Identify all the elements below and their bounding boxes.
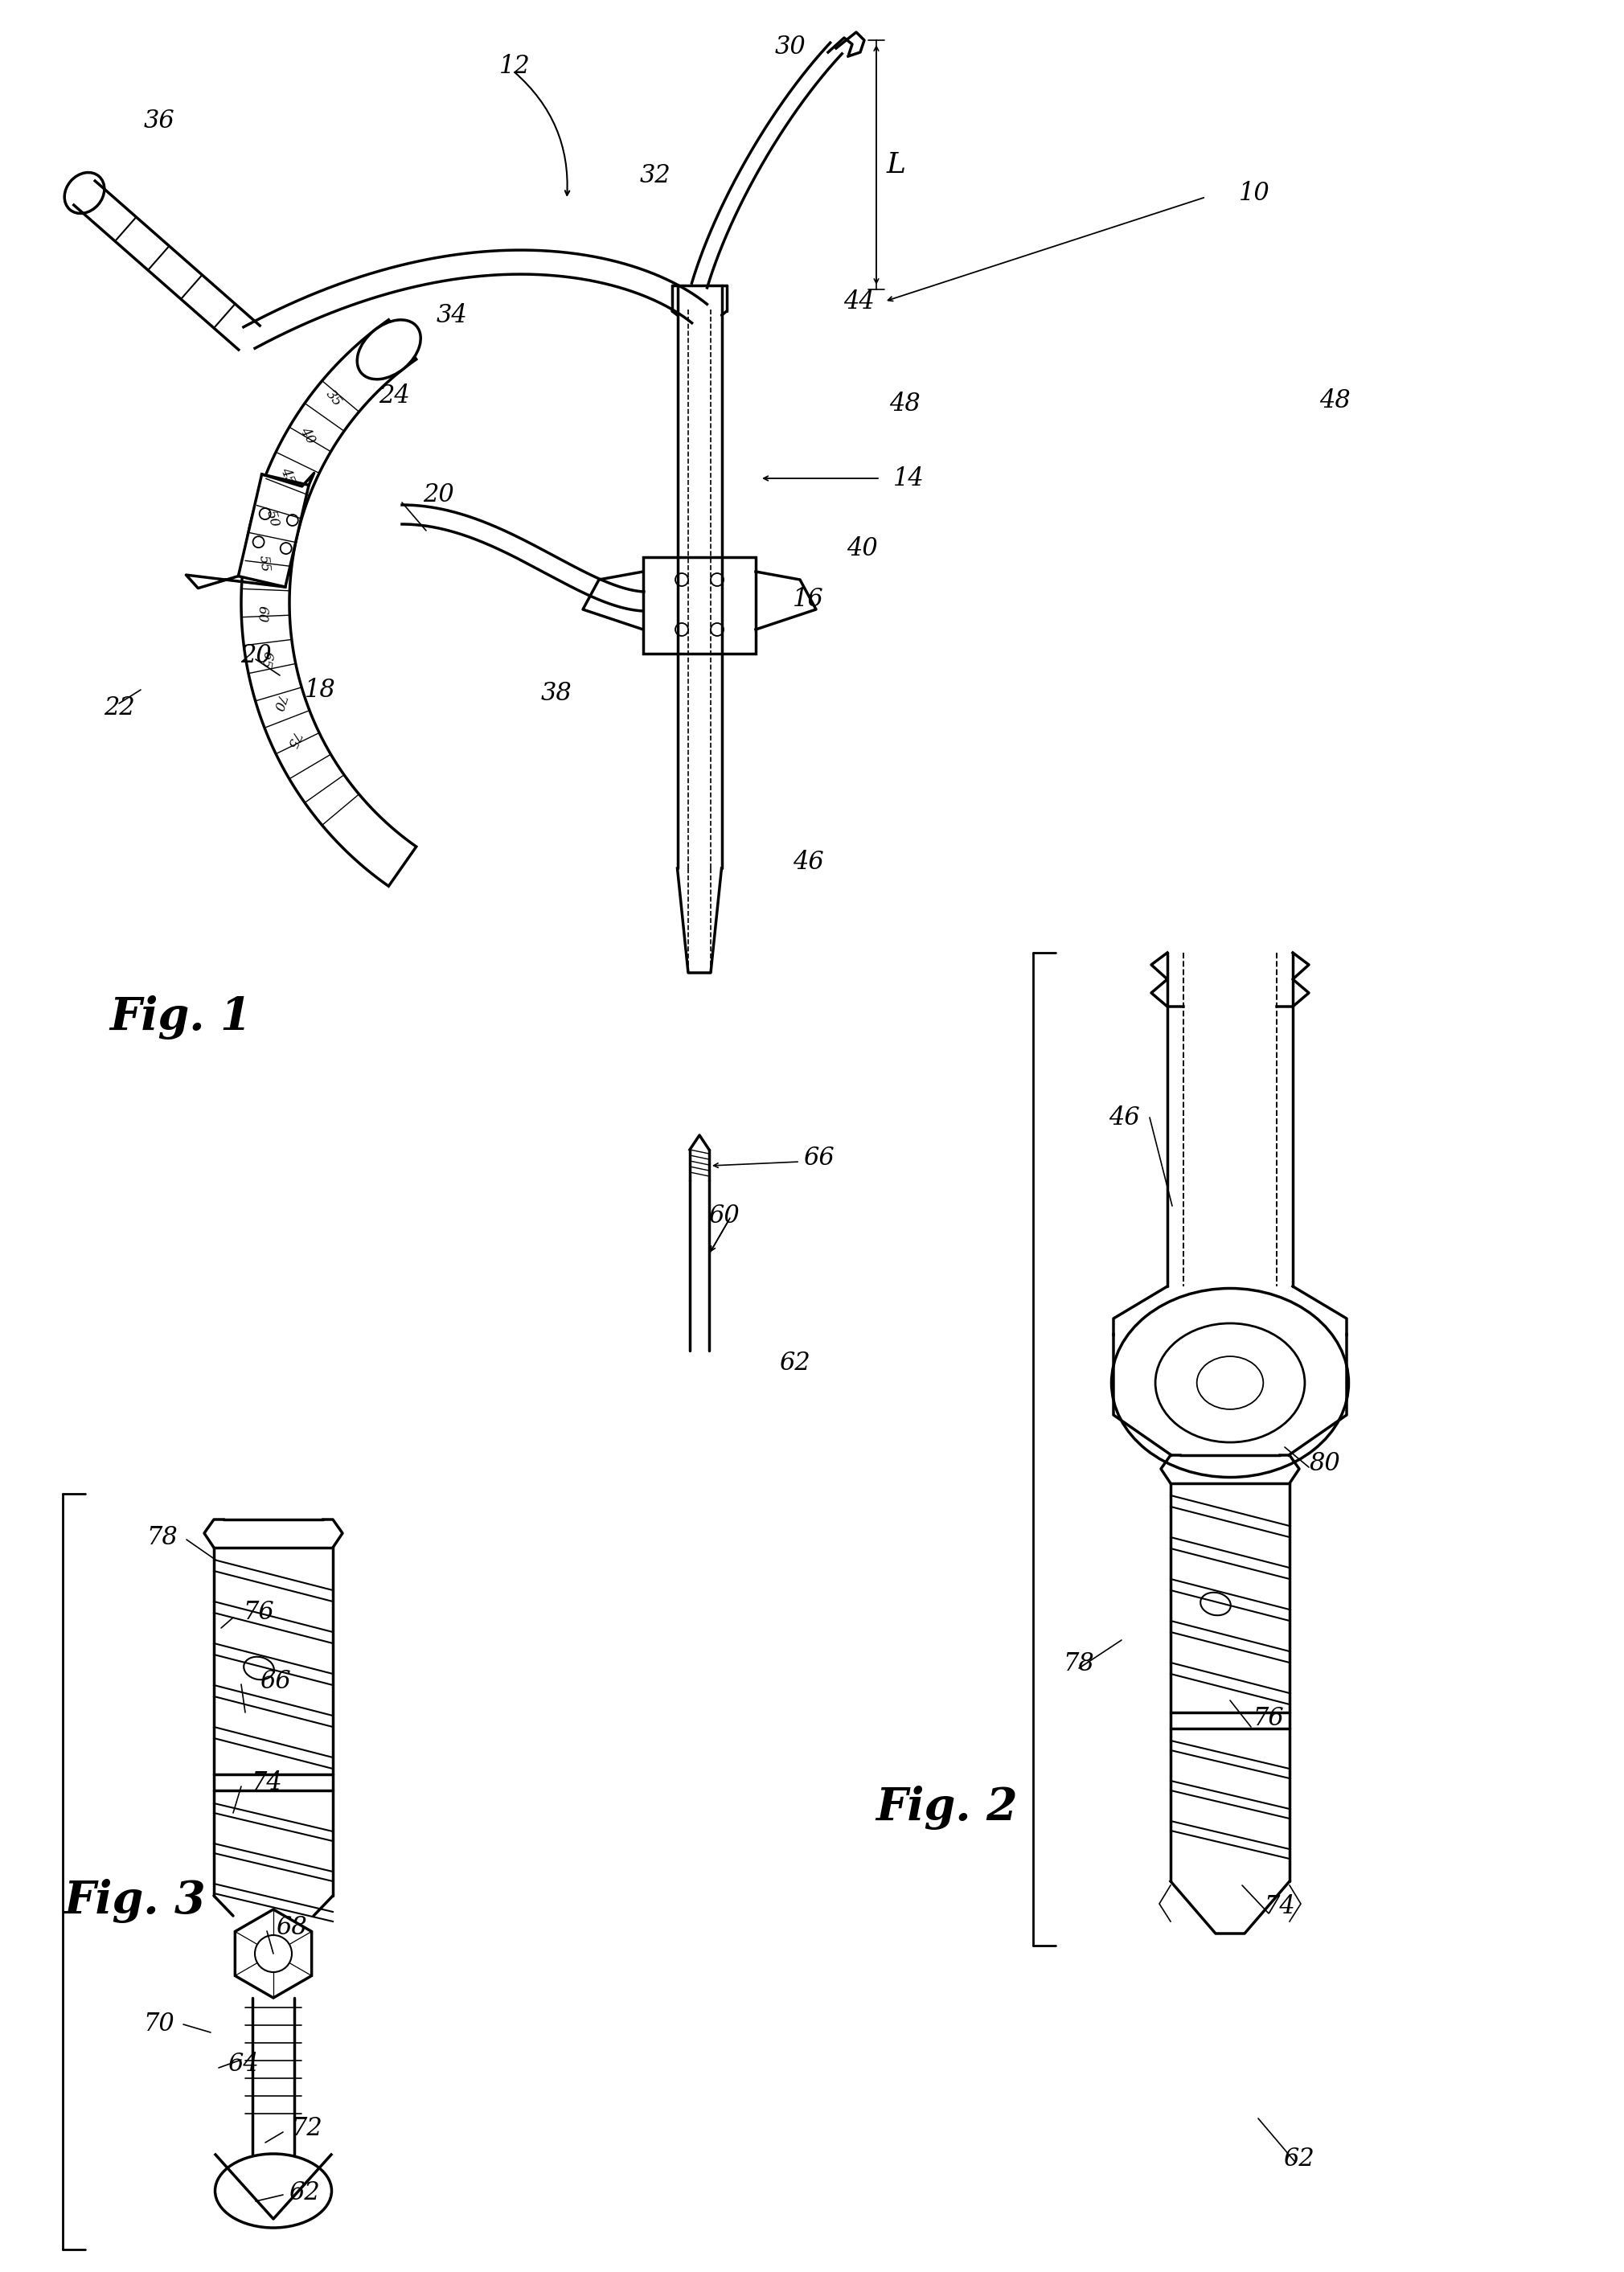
Text: 66: 66 <box>260 1670 291 1695</box>
Polygon shape <box>235 1908 312 1997</box>
Circle shape <box>676 623 689 636</box>
Text: 48: 48 <box>888 391 921 416</box>
Ellipse shape <box>1197 1356 1263 1409</box>
Text: 62: 62 <box>289 2181 320 2206</box>
Text: 40: 40 <box>846 536 877 561</box>
Text: Fig. 1: Fig. 1 <box>110 995 252 1038</box>
Circle shape <box>676 573 689 586</box>
Text: Fig. 2: Fig. 2 <box>875 1786 1018 1829</box>
Text: 40: 40 <box>297 425 318 445</box>
Text: 38: 38 <box>541 682 572 707</box>
Text: 32: 32 <box>640 164 671 189</box>
Text: 36: 36 <box>143 109 175 134</box>
Text: 76: 76 <box>1254 1706 1285 1731</box>
Text: 74: 74 <box>252 1770 283 1795</box>
Text: 48: 48 <box>1319 389 1350 414</box>
Text: 70: 70 <box>268 693 286 713</box>
Text: 68: 68 <box>276 1915 307 1940</box>
Text: 20: 20 <box>240 643 271 668</box>
Circle shape <box>711 573 724 586</box>
Circle shape <box>255 1936 292 1972</box>
Text: 24: 24 <box>378 384 409 409</box>
Text: 10: 10 <box>1239 179 1270 204</box>
Ellipse shape <box>214 2154 331 2229</box>
Circle shape <box>281 543 292 554</box>
Text: 60: 60 <box>708 1204 739 1229</box>
Text: 12: 12 <box>499 55 529 80</box>
Bar <box>643 557 755 654</box>
Text: 14: 14 <box>893 466 924 491</box>
Text: 35: 35 <box>323 386 344 409</box>
Text: 22: 22 <box>104 695 135 720</box>
Text: 55: 55 <box>257 554 271 573</box>
Text: 74: 74 <box>1265 1895 1296 1920</box>
Text: L: L <box>887 152 906 179</box>
Text: 76: 76 <box>244 1599 274 1624</box>
Text: 72: 72 <box>292 2118 323 2140</box>
Text: 78: 78 <box>1064 1652 1095 1677</box>
Text: 50: 50 <box>263 509 281 529</box>
Text: 18: 18 <box>304 677 336 702</box>
Ellipse shape <box>1200 1593 1231 1615</box>
Text: Fig. 3: Fig. 3 <box>63 1879 206 1924</box>
Ellipse shape <box>1155 1322 1304 1443</box>
Text: 62: 62 <box>780 1350 810 1375</box>
Text: 20: 20 <box>422 482 453 507</box>
Text: 66: 66 <box>802 1145 835 1170</box>
Polygon shape <box>242 320 416 886</box>
Circle shape <box>260 509 271 520</box>
Polygon shape <box>239 475 309 586</box>
Circle shape <box>711 623 724 636</box>
Text: 64: 64 <box>227 2052 258 2077</box>
Text: 78: 78 <box>146 1525 179 1550</box>
Text: 65: 65 <box>258 650 274 670</box>
Text: 80: 80 <box>1309 1452 1340 1477</box>
Text: 75: 75 <box>283 729 302 752</box>
Text: 44: 44 <box>843 289 874 314</box>
Text: 46: 46 <box>793 850 823 875</box>
Ellipse shape <box>1111 1288 1348 1477</box>
Text: 34: 34 <box>437 302 468 327</box>
Text: 70: 70 <box>143 2013 175 2036</box>
Circle shape <box>253 536 265 548</box>
Circle shape <box>287 513 299 525</box>
Ellipse shape <box>357 320 421 379</box>
Text: 46: 46 <box>1108 1104 1140 1129</box>
Text: 30: 30 <box>775 34 806 59</box>
Ellipse shape <box>65 173 104 214</box>
Text: 45: 45 <box>278 466 297 486</box>
Text: 60: 60 <box>255 607 268 623</box>
Text: 16: 16 <box>793 586 823 611</box>
Text: 62: 62 <box>1283 2147 1314 2172</box>
Ellipse shape <box>244 1656 274 1679</box>
